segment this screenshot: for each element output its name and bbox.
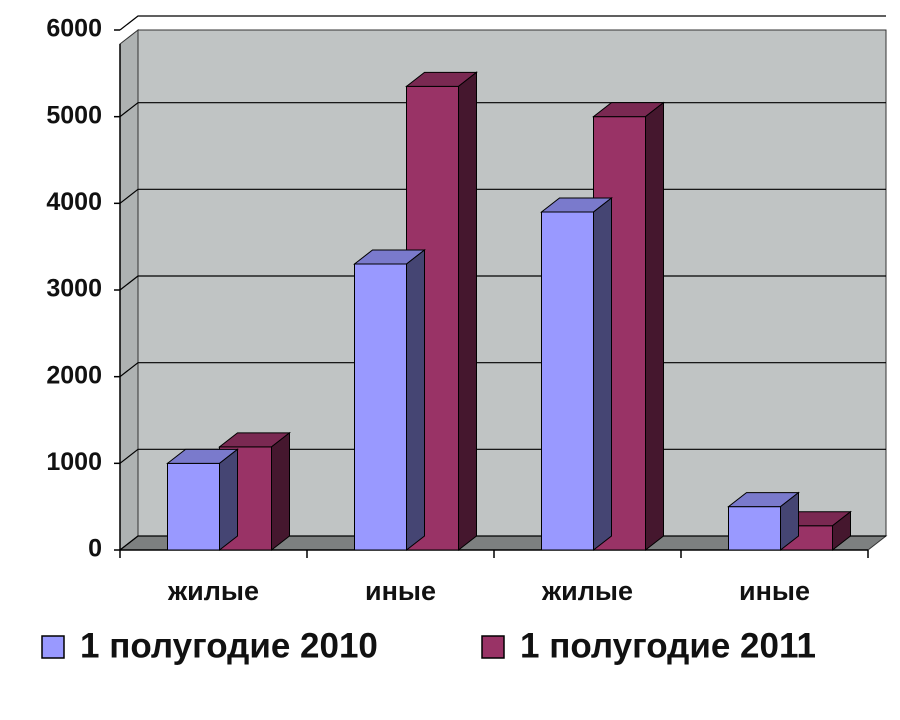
bar-front [354, 263, 407, 551]
y-tick-label: 4000 [46, 188, 102, 216]
bar [727, 491, 800, 552]
bar-side [832, 510, 851, 552]
legend-swatch [481, 635, 505, 659]
bar-side [219, 448, 238, 552]
bar [779, 510, 852, 552]
bar-side [271, 431, 290, 552]
x-tick-label: жилые [541, 576, 633, 606]
bar-side [406, 248, 425, 552]
y-tick-label: 0 [88, 535, 102, 563]
x-tick-label: иные [365, 576, 436, 606]
bar [166, 448, 239, 552]
bar-front [728, 506, 781, 551]
legend-label: 1 полугодие 2010 [80, 626, 378, 665]
grid-line [119, 15, 886, 31]
bar-side [593, 196, 612, 552]
bar-side [458, 71, 477, 552]
x-tick-label: иные [739, 576, 810, 606]
bar-front [167, 462, 220, 551]
bar [405, 71, 478, 552]
y-tick-label: 3000 [46, 275, 102, 303]
bar [353, 248, 426, 552]
y-tick-label: 6000 [46, 15, 102, 43]
side-wall [119, 28, 139, 552]
y-tick-label: 5000 [46, 101, 102, 129]
legend-swatch [41, 635, 65, 659]
y-tick-label: 1000 [46, 448, 102, 476]
x-tick-label: жилые [167, 576, 259, 606]
bar-side [780, 491, 799, 552]
bar-side [645, 101, 664, 552]
legend-label: 1 полугодие 2011 [520, 626, 816, 665]
bar-front [541, 211, 594, 551]
y-tick-label: 2000 [46, 361, 102, 389]
bar [540, 196, 613, 552]
